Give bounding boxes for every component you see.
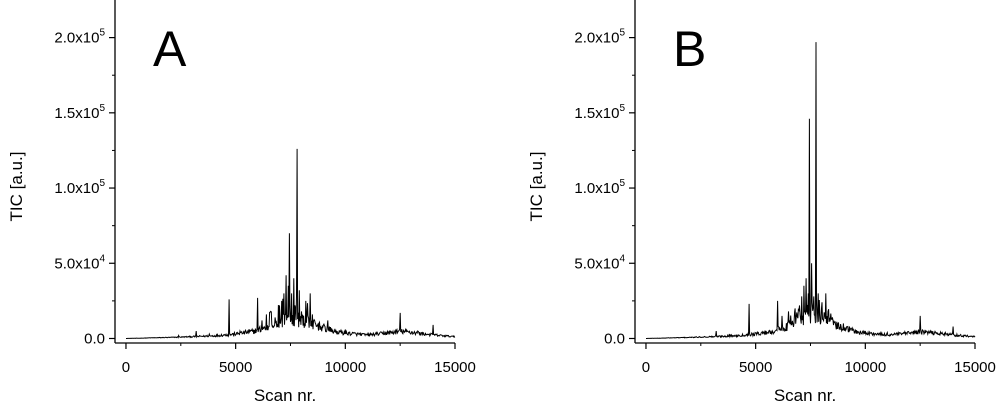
y-axis-title: TIC [a.u.] — [527, 152, 546, 222]
y-tick-label: 2.0x105 — [54, 28, 105, 47]
x-tick-label: 10000 — [844, 359, 886, 376]
x-tick-label: 0 — [642, 359, 650, 376]
y-tick-label: 1.0x105 — [574, 178, 625, 197]
x-tick-label: 0 — [122, 359, 130, 376]
x-axis-title: Scan nr. — [774, 386, 836, 405]
x-axis-title: Scan nr. — [254, 386, 316, 405]
y-tick-label: 1.5x105 — [574, 103, 625, 122]
y-tick-label: 0.0 — [604, 330, 625, 347]
x-tick-label: 5000 — [219, 359, 252, 376]
x-tick-label: 10000 — [324, 359, 366, 376]
x-tick-label: 15000 — [434, 359, 476, 376]
y-tick-label: 5.0x104 — [54, 253, 105, 272]
y-tick-label: 1.5x105 — [54, 103, 105, 122]
x-tick-label: 15000 — [954, 359, 996, 376]
chart-svg: 0 5000 10000 15000 0.0 5.0x104 1.0x105 1.5x105 2… — [527, 0, 996, 405]
tic-series-line — [646, 42, 976, 339]
chart-panel-a: 0 5000 10000 15000 0.0 5.0x104 1.0x105 1.5x105 2… — [7, 0, 476, 405]
chart-svg: 0 5000 10000 15000 0.0 5.0x104 1.0x105 1.5x105 2… — [7, 0, 476, 405]
tic-series-line — [126, 148, 456, 339]
panel-label: A — [153, 21, 187, 77]
y-tick-label: 2.0x105 — [574, 28, 625, 47]
y-tick-label: 0.0 — [84, 330, 105, 347]
y-tick-label: 1.0x105 — [54, 178, 105, 197]
panel-label: B — [673, 21, 706, 77]
y-tick-label: 5.0x104 — [574, 253, 625, 272]
y-axis-title: TIC [a.u.] — [7, 152, 26, 222]
chart-panel-b: 0 5000 10000 15000 0.0 5.0x104 1.0x105 1.5x105 2… — [520, 0, 1000, 410]
x-tick-label: 5000 — [739, 359, 772, 376]
